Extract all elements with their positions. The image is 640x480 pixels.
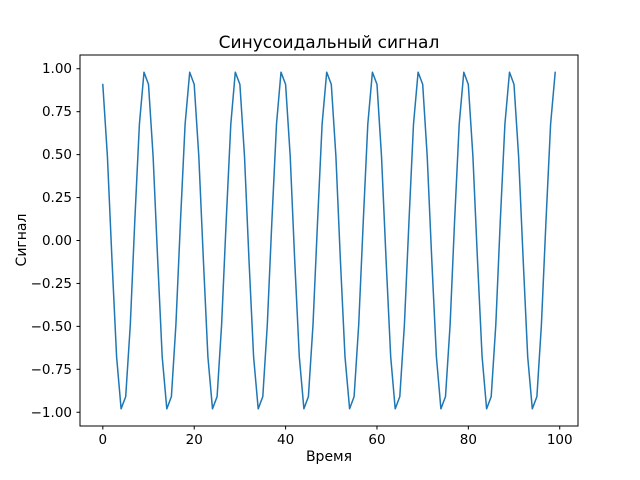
y-tick-label: 0.00	[42, 233, 72, 249]
y-tick-label: −1.00	[31, 405, 72, 421]
axes-frame	[79, 54, 579, 427]
y-tick-label: 1.00	[42, 61, 72, 77]
x-tick-label: 100	[547, 432, 573, 448]
y-tick-label: 0.50	[42, 147, 72, 163]
x-axis-label: Время	[305, 449, 353, 465]
y-tick-label: −0.50	[31, 319, 72, 335]
y-tick-label: 0.75	[42, 104, 72, 120]
x-tick-label: 80	[460, 432, 477, 448]
y-tick-label: −0.75	[31, 362, 72, 378]
chart-title: Синусоидальный сигнал	[218, 33, 440, 53]
x-tick-label: 40	[277, 432, 294, 448]
y-tick-label: 0.25	[42, 190, 72, 206]
y-tick-label: −0.25	[31, 276, 72, 292]
x-tick-label: 20	[186, 432, 203, 448]
x-tick-label: 60	[368, 432, 385, 448]
x-tick-label: 0	[99, 432, 108, 448]
signal-line	[102, 71, 556, 410]
